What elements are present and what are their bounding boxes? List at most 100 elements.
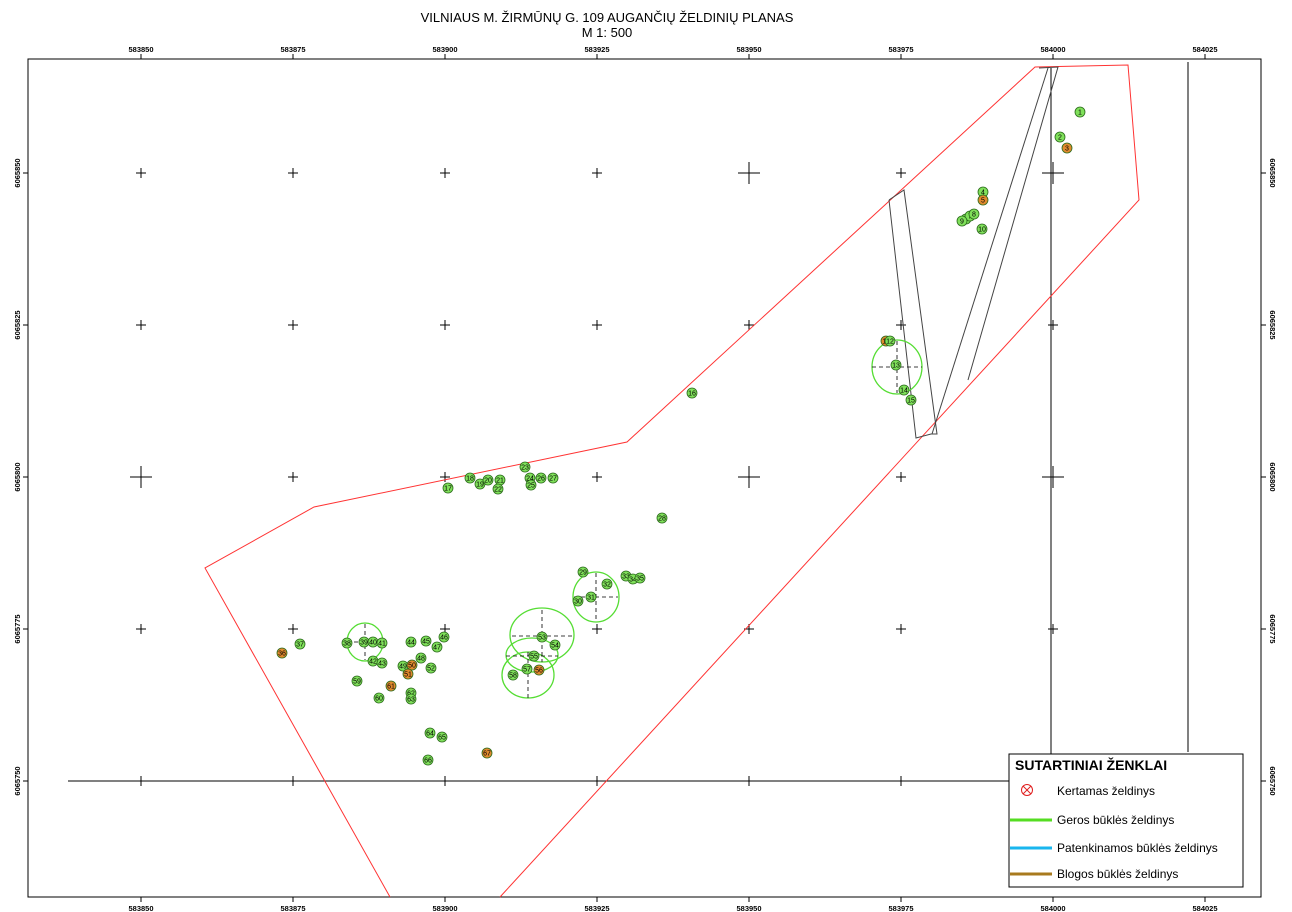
- tree-60[interactable]: 60: [373, 692, 385, 704]
- tree-21[interactable]: 21: [494, 474, 506, 486]
- tree-66[interactable]: 66: [422, 754, 434, 766]
- tree-5[interactable]: 5: [977, 194, 989, 206]
- tree-20[interactable]: 20: [482, 474, 494, 486]
- tree-2[interactable]: 2: [1054, 131, 1066, 143]
- tree-55[interactable]: 55: [528, 650, 540, 662]
- legend-label-cut: Kertamas želdinys: [1057, 784, 1155, 798]
- tree-30[interactable]: 30: [572, 595, 584, 607]
- tree-marker: [492, 483, 504, 495]
- tree-number: 19: [476, 482, 484, 489]
- tree-47[interactable]: 47: [431, 641, 443, 653]
- tree-28[interactable]: 28: [656, 512, 668, 524]
- legend-label-satisfactory: Patenkinamos būklės želdinys: [1057, 841, 1218, 855]
- tree-22[interactable]: 22: [492, 483, 504, 495]
- tree-number: 63: [407, 697, 415, 704]
- tree-42[interactable]: 42: [367, 655, 379, 667]
- x-label: 583850: [128, 45, 153, 54]
- legend: SUTARTINIAI ŽENKLAI Kertamas želdinys Ge…: [1008, 753, 1244, 888]
- tree-50[interactable]: 50: [406, 659, 418, 671]
- tree-29[interactable]: 29: [577, 566, 589, 578]
- tree-15[interactable]: 15: [905, 394, 917, 406]
- x-label: 583900: [432, 45, 457, 54]
- tree-marker: [521, 663, 533, 675]
- tree-48[interactable]: 48: [415, 652, 427, 664]
- tree-64[interactable]: 64: [424, 727, 436, 739]
- tree-marker: [422, 754, 434, 766]
- tree-44[interactable]: 44: [405, 636, 417, 648]
- tree-13[interactable]: 13: [890, 359, 902, 371]
- x-labels-top: 583850 583875 583900 583925 583950 583975 5840…: [128, 45, 1217, 54]
- legend-label-poor: Blogos būklės želdinys: [1057, 867, 1178, 881]
- tree-27[interactable]: 27: [547, 472, 559, 484]
- tree-58[interactable]: 58: [507, 669, 519, 681]
- tree-number: 57: [523, 667, 531, 674]
- y-label: 6065825: [13, 310, 22, 339]
- tree-18[interactable]: 18: [464, 472, 476, 484]
- tree-number: 50: [408, 663, 416, 670]
- tree-26[interactable]: 26: [535, 472, 547, 484]
- tree-61[interactable]: 61: [385, 680, 397, 692]
- tree-marker: [507, 669, 519, 681]
- tree-12[interactable]: 12: [884, 335, 896, 347]
- tree-1[interactable]: 1: [1074, 106, 1086, 118]
- tree-36[interactable]: 36: [276, 647, 288, 659]
- tree-marker: [898, 384, 910, 396]
- tree-57[interactable]: 57: [521, 663, 533, 675]
- cut-tree-icon: [1021, 784, 1033, 796]
- y-label: 6065800: [1268, 462, 1277, 491]
- tree-number: 53: [538, 635, 546, 642]
- tree-marker: [956, 215, 968, 227]
- tree-marker: [572, 595, 584, 607]
- tree-59[interactable]: 59: [351, 675, 363, 687]
- tree-56[interactable]: 56: [533, 664, 545, 676]
- tree-marker: [402, 668, 414, 680]
- tree-39[interactable]: 39: [358, 636, 370, 648]
- tree-16[interactable]: 16: [686, 387, 698, 399]
- tree-51[interactable]: 51: [402, 668, 414, 680]
- tree-17[interactable]: 17: [442, 482, 454, 494]
- tree-marker: [1061, 142, 1073, 154]
- tree-number: 23: [521, 465, 529, 472]
- tree-marker: [535, 472, 547, 484]
- tree-number: 66: [424, 758, 432, 765]
- tree-9[interactable]: 9: [956, 215, 968, 227]
- tree-45[interactable]: 45: [420, 635, 432, 647]
- tree-38[interactable]: 38: [341, 637, 353, 649]
- tree-65[interactable]: 65: [436, 731, 448, 743]
- tree-19[interactable]: 19: [474, 478, 486, 490]
- tree-54[interactable]: 54: [549, 639, 561, 651]
- legend-label-good: Geros būklės želdinys: [1057, 813, 1174, 827]
- tree-43[interactable]: 43: [376, 657, 388, 669]
- tree-35[interactable]: 35: [634, 572, 646, 584]
- tree-3[interactable]: 3: [1061, 142, 1073, 154]
- tree-53[interactable]: 53: [536, 631, 548, 643]
- tree-23[interactable]: 23: [519, 461, 531, 473]
- tree-37[interactable]: 37: [294, 638, 306, 650]
- crown-31: [572, 571, 620, 623]
- tree-8[interactable]: 8: [968, 208, 980, 220]
- tree-number: 36: [278, 651, 286, 658]
- tree-marker: [351, 675, 363, 687]
- tree-67[interactable]: 67: [481, 747, 493, 759]
- tree-31[interactable]: 31: [585, 591, 597, 603]
- tree-46[interactable]: 46: [438, 631, 450, 643]
- tree-63[interactable]: 63: [405, 693, 417, 705]
- tree-marker: [976, 223, 988, 235]
- x-label: 584025: [1192, 904, 1217, 912]
- tree-14[interactable]: 14: [898, 384, 910, 396]
- tree-10[interactable]: 10: [976, 223, 988, 235]
- x-label: 583975: [888, 904, 913, 912]
- tree-marker: [656, 512, 668, 524]
- tree-52[interactable]: 52: [425, 662, 437, 674]
- tree-number: 34: [629, 577, 637, 584]
- tree-number: 17: [444, 486, 452, 493]
- tree-25[interactable]: 25: [525, 479, 537, 491]
- tree-number: 26: [537, 476, 545, 483]
- tree-41[interactable]: 41: [376, 637, 388, 649]
- tree-marker: [519, 461, 531, 473]
- map-scale: M 1: 500: [582, 25, 633, 40]
- tree-marker: [420, 635, 432, 647]
- tree-number: 67: [483, 751, 491, 758]
- tree-40[interactable]: 40: [367, 636, 379, 648]
- tree-32[interactable]: 32: [601, 578, 613, 590]
